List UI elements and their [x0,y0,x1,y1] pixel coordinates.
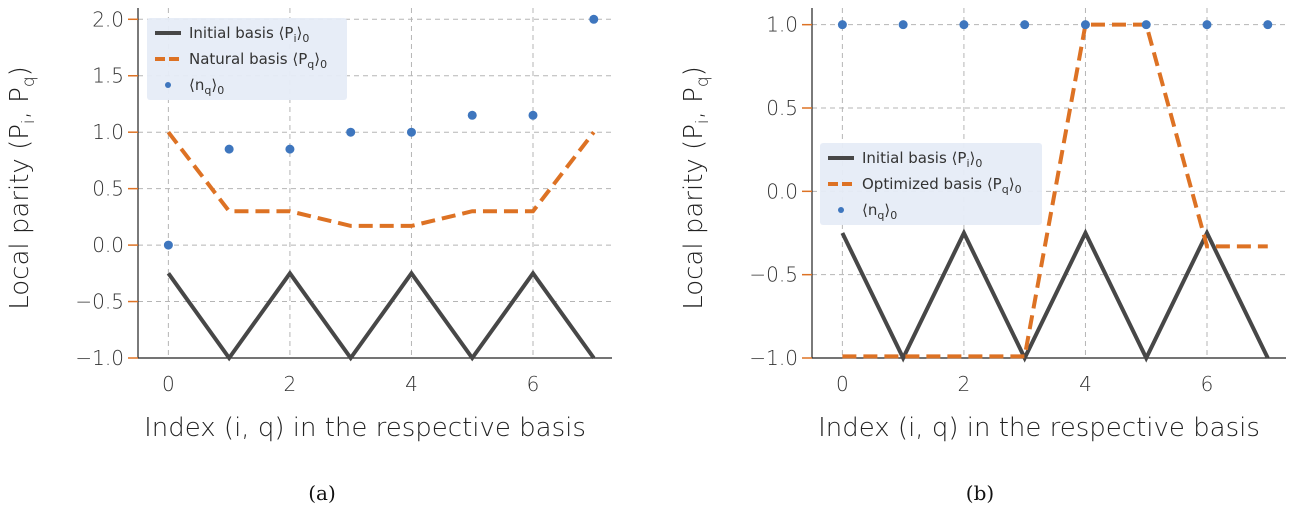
x-tick-label: 4 [1079,372,1092,396]
legend-label: Natural basis ⟨Pq⟩0 [189,50,327,71]
series-nq-point [898,20,908,30]
legend-box [147,18,347,100]
legend-label: Optimized basis ⟨Pq⟩0 [862,175,1022,196]
legend-label: Initial basis ⟨Pi⟩0 [862,149,982,170]
legend-swatch-marker [165,82,171,88]
x-tick-label: 2 [958,372,971,396]
legend-label: ⟨nq⟩0 [189,76,224,97]
x-tick-label: 6 [1201,372,1214,396]
series-natural-basis-line [166,130,596,228]
series-nq-point [1080,20,1090,30]
series-nq-point [959,20,969,30]
x-tick-label: 2 [284,372,297,396]
series-nq-point [1141,20,1151,30]
series-nq-point [1020,20,1030,30]
series-nq-point [589,14,599,24]
x-axis-label: Index (i, q) in the respective basis [144,413,586,443]
y-tick-label: −0.5 [75,290,124,314]
panel-caption: (b) [966,481,994,505]
legend: Initial basis ⟨Pi⟩0 Natural basis ⟨Pq⟩0 ⟨n… [147,18,347,100]
y-tick-label: 0.5 [92,177,124,201]
x-tick-label: 0 [162,372,175,396]
x-tick-label: 4 [405,372,418,396]
chart-panel-b: −1.0 −0.5 0.0 0.5 1.0 0 2 4 6 Index (i, q) in the… [679,8,1286,505]
y-tick-label: 0.0 [766,179,798,203]
series-nq-point [1263,20,1273,30]
legend: Initial basis ⟨Pi⟩0 Optimized basis ⟨Pq⟩0… [820,143,1042,225]
y-tick-label: 1.0 [766,13,798,37]
series-nq-point [837,20,847,30]
series-initial-basis-line [840,228,1270,363]
legend-swatch-marker [838,207,844,213]
series-nq-point [285,144,295,154]
series-optimized-basis-line [842,22,1268,359]
legend-box [820,143,1042,225]
series-nq-point [467,110,477,120]
y-tick-label: −0.5 [749,263,798,287]
y-tick-label: 1.0 [92,120,124,144]
series-nq-point [528,110,538,120]
y-tick-label: −1.0 [75,346,124,370]
panel-caption: (a) [308,481,336,505]
y-tick-label: 0.5 [766,96,798,120]
chart-panel-a: −1.0 −0.5 0.0 0.5 1.0 1.5 2.0 0 2 4 6 Index (i, q) … [5,7,612,505]
x-tick-label: 0 [836,372,849,396]
series-nq-point [224,144,234,154]
y-tick-label: 0.0 [92,233,124,257]
series-nq-point [346,127,356,137]
series-initial-basis-line [166,269,596,362]
y-tick-label: −1.0 [749,346,798,370]
x-tick-label: 6 [527,372,540,396]
y-axis-label: Local parity (Pi, Pq) [5,66,39,310]
series-nq-point [163,240,173,250]
y-tick-label: 1.5 [92,64,124,88]
x-axis-label: Index (i, q) in the respective basis [818,413,1260,443]
y-axis-label: Local parity (Pi, Pq) [679,66,713,310]
series-nq-point [406,127,416,137]
legend-label: ⟨nq⟩0 [862,201,897,222]
series-nq-point [1202,20,1212,30]
y-tick-label: 2.0 [92,7,124,31]
legend-label: Initial basis ⟨Pi⟩0 [189,24,309,45]
